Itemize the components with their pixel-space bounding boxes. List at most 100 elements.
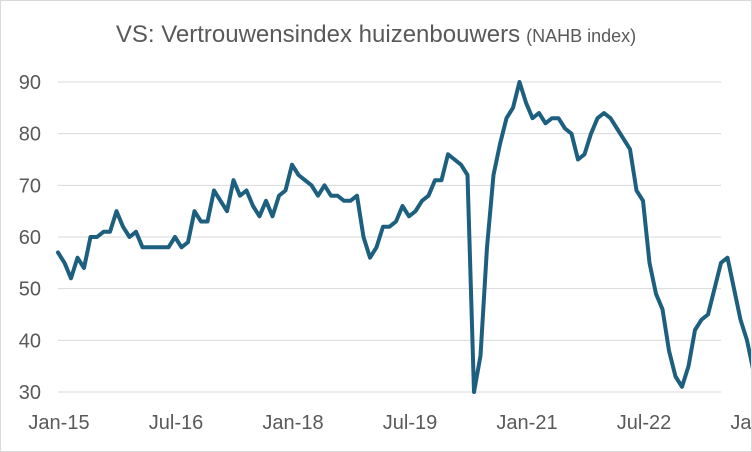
data-point <box>310 184 313 187</box>
y-tick-label: 60 <box>19 227 41 249</box>
data-point <box>128 236 131 239</box>
data-point <box>122 225 125 228</box>
data-point <box>434 179 437 182</box>
data-point <box>460 163 463 166</box>
data-point <box>252 205 255 208</box>
data-point <box>271 215 274 218</box>
data-point <box>356 194 359 197</box>
y-tick-label: 90 <box>19 72 41 94</box>
data-point <box>531 117 534 120</box>
data-point <box>720 261 723 264</box>
data-point <box>635 189 638 192</box>
data-point <box>661 308 664 311</box>
data-point <box>590 132 593 135</box>
x-tick-label: Jan-21 <box>496 412 557 434</box>
y-tick-label: 70 <box>19 175 41 197</box>
data-point <box>148 246 151 249</box>
gridlines <box>58 81 721 393</box>
data-point <box>174 236 177 239</box>
data-point <box>414 210 417 213</box>
data-point <box>648 261 651 264</box>
data-point <box>278 194 281 197</box>
data-point <box>505 117 508 120</box>
data-point <box>76 256 79 259</box>
data-point <box>343 199 346 202</box>
data-point <box>466 174 469 177</box>
data-point <box>713 287 716 290</box>
data-point <box>388 225 391 228</box>
y-tick-label: 30 <box>19 382 41 404</box>
data-point <box>603 112 606 115</box>
chart-title-block: VS: Vertrouwensindex huizenbouwers (NAHB … <box>1 21 751 49</box>
data-point <box>297 174 300 177</box>
data-point <box>102 230 105 233</box>
data-point <box>70 277 73 280</box>
data-point <box>707 313 710 316</box>
data-point <box>375 246 378 249</box>
data-point <box>681 385 684 388</box>
data-point <box>349 199 352 202</box>
x-tick-label: Jan-15 <box>28 412 89 434</box>
data-point <box>694 329 697 332</box>
series-line <box>56 80 751 394</box>
data-point <box>57 251 60 254</box>
data-point <box>109 230 112 233</box>
data-point <box>206 220 209 223</box>
data-point <box>479 354 482 357</box>
x-tick-label: Jul-16 <box>149 412 203 434</box>
data-point <box>447 153 450 156</box>
data-point <box>232 179 235 182</box>
data-point <box>89 236 92 239</box>
data-point <box>83 267 86 270</box>
data-point <box>609 117 612 120</box>
data-point <box>226 210 229 213</box>
data-point <box>401 205 404 208</box>
data-point <box>63 261 66 264</box>
data-point <box>440 179 443 182</box>
data-point <box>739 318 742 321</box>
data-point <box>655 292 658 295</box>
data-point <box>499 143 502 146</box>
data-point <box>492 174 495 177</box>
data-point <box>284 189 287 192</box>
data-point <box>362 236 365 239</box>
x-tick-label: Jul-19 <box>383 412 437 434</box>
data-point <box>96 236 99 239</box>
data-point <box>187 241 190 244</box>
data-point <box>525 101 528 104</box>
data-point <box>395 220 398 223</box>
data-point <box>544 122 547 125</box>
data-point <box>674 375 677 378</box>
data-point <box>219 199 222 202</box>
data-point <box>518 81 521 84</box>
data-point <box>213 189 216 192</box>
data-point <box>570 132 573 135</box>
y-tick-label: 80 <box>19 124 41 146</box>
data-point <box>167 246 170 249</box>
data-point <box>629 148 632 151</box>
series-layer <box>56 80 751 394</box>
data-point <box>180 246 183 249</box>
data-point <box>564 127 567 130</box>
data-point <box>258 215 261 218</box>
x-tick-label: Jul-22 <box>617 412 671 434</box>
data-point <box>239 194 242 197</box>
data-point <box>317 194 320 197</box>
data-point <box>733 287 736 290</box>
data-point <box>577 158 580 161</box>
data-point <box>330 194 333 197</box>
chart-subtitle: (NAHB index) <box>526 26 637 46</box>
data-point <box>538 112 541 115</box>
data-point <box>583 153 586 156</box>
y-tick-label: 40 <box>19 330 41 352</box>
data-point <box>427 194 430 197</box>
data-point <box>700 318 703 321</box>
data-point <box>245 189 248 192</box>
x-axis-tick-labels: Jan-15 Jul-16 Jan-18 Jul-19 Jan-21 Jul-22 Jan-… <box>28 412 751 434</box>
data-point <box>512 106 515 109</box>
data-point <box>291 163 294 166</box>
x-tick-label: Jan-18 <box>262 412 323 434</box>
data-point <box>473 391 476 394</box>
